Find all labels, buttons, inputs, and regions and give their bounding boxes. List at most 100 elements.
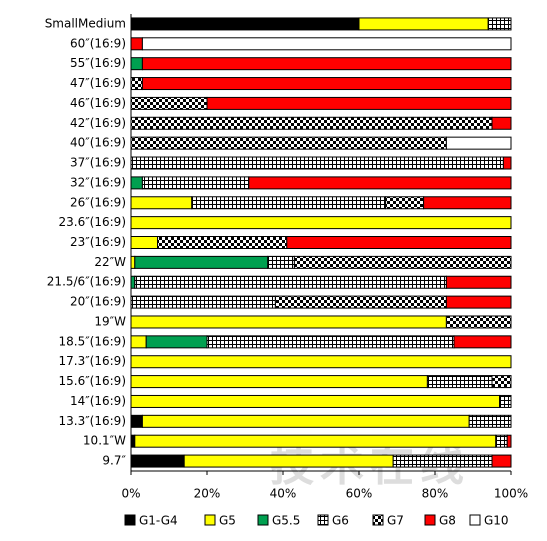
legend-item: G8 [424, 514, 456, 528]
bar-segment [468, 414, 512, 428]
legend-swatch [317, 514, 329, 526]
bar-segment [445, 295, 512, 309]
y-tick-label: 55″(16:9) [70, 56, 126, 70]
bar-segment [130, 236, 159, 249]
bar-segment [130, 414, 143, 428]
legend-swatch [424, 514, 436, 526]
y-tick-label: 21.5/6″(16:9) [47, 275, 126, 289]
bar-segment [206, 96, 512, 110]
bar-segment [130, 275, 136, 289]
bar-segment [134, 255, 269, 269]
legend-swatch [204, 514, 216, 526]
bar-segment [130, 176, 143, 190]
x-tick-label: 0% [121, 487, 140, 501]
bar-segment [445, 275, 512, 289]
y-tick-label: 23″(16:9) [70, 235, 126, 249]
bar-segment [130, 394, 501, 408]
legend-item: G10 [469, 514, 509, 528]
bar-segment [130, 434, 136, 448]
y-tick-label: 22″W [94, 255, 126, 269]
y-tick-label: 23.6″(16:9) [58, 215, 126, 229]
x-tick-label: 60% [346, 487, 373, 501]
legend-swatch [257, 514, 269, 526]
bar-segment [248, 176, 512, 190]
bar-segment [157, 236, 288, 249]
bar-segment [191, 196, 387, 210]
bar-segment [141, 57, 512, 71]
bar-segment [491, 375, 512, 389]
bar-segment [183, 454, 394, 468]
bar-segment [206, 335, 455, 349]
y-tick-label: 18.5″(16:9) [58, 334, 126, 348]
y-tick-label: 9.7″ [102, 454, 126, 468]
bar-segment [426, 375, 493, 389]
bar-segment [495, 434, 508, 448]
y-tick-label: 26″(16:9) [70, 195, 126, 209]
bar-segment [453, 335, 512, 349]
bar-segment [293, 255, 512, 269]
x-tick-label: 20% [194, 487, 221, 501]
legend-item: G1-G4 [124, 514, 178, 528]
bar-segment [491, 116, 512, 130]
y-tick-label: 46″(16:9) [70, 96, 126, 110]
legend-label: G7 [387, 514, 404, 528]
legend-item: G6 [317, 514, 349, 528]
legend-label: G1-G4 [139, 514, 178, 528]
legend-label: G5.5 [272, 514, 300, 528]
bar-segment [134, 434, 497, 448]
bar-segment [141, 414, 470, 428]
y-tick-label: 14″(16:9) [70, 394, 126, 408]
bar-segment [130, 116, 493, 130]
y-tick-label: 10.1″W [83, 434, 126, 448]
y-tick-label: 47″(16:9) [70, 76, 126, 90]
legend-label: G8 [439, 514, 456, 528]
bar-segment [286, 236, 512, 249]
bar-segment [130, 77, 143, 91]
bar-segment [358, 17, 489, 31]
bar-segment [141, 77, 512, 91]
bar-segment [130, 315, 447, 329]
y-tick-label: 19″W [94, 314, 126, 328]
bar-segment [130, 454, 185, 468]
y-tick-label: SmallMedium [45, 16, 126, 30]
bar-segment [130, 216, 512, 230]
bar-segment [130, 335, 147, 349]
y-tick-label: 60″(16:9) [70, 36, 126, 50]
bar-segment [141, 37, 512, 51]
y-tick-label: 17.3″(16:9) [58, 354, 126, 368]
bar-segment [445, 315, 512, 329]
bar-segment [502, 156, 512, 170]
y-tick-label: 37″(16:9) [70, 156, 126, 170]
legend-item: G5 [204, 514, 236, 528]
bar-segment [487, 17, 512, 31]
legend-swatch [124, 514, 136, 526]
bar-segment [423, 196, 512, 210]
bar-segment [130, 375, 428, 389]
bar-segment [499, 394, 512, 408]
legend-item: G5.5 [257, 514, 300, 528]
bar-segment [267, 255, 295, 269]
bar-segment [130, 17, 360, 31]
bar-segment [385, 196, 425, 210]
bar-segment [145, 335, 208, 349]
y-tick-label: 40″(16:9) [70, 136, 126, 150]
bar-segment [130, 156, 504, 170]
bar-segment [130, 57, 143, 71]
legend-item: G7 [372, 514, 404, 528]
x-tick-label: 100% [494, 487, 528, 501]
legend-label: G5 [219, 514, 236, 528]
legend-label: G6 [332, 514, 349, 528]
bar-segment [130, 196, 193, 210]
bar-segment [506, 434, 512, 448]
bar-segment [491, 454, 512, 468]
bar-segment [130, 295, 276, 309]
legend-swatch [469, 514, 481, 526]
legend-label: G10 [484, 514, 509, 528]
bar-segment [130, 96, 208, 110]
bar-segment [392, 454, 493, 468]
y-tick-label: 42″(16:9) [70, 116, 126, 130]
x-tick-label: 80% [422, 487, 449, 501]
bar-segment [141, 176, 250, 190]
y-tick-label: 15.6″(16:9) [58, 374, 126, 388]
